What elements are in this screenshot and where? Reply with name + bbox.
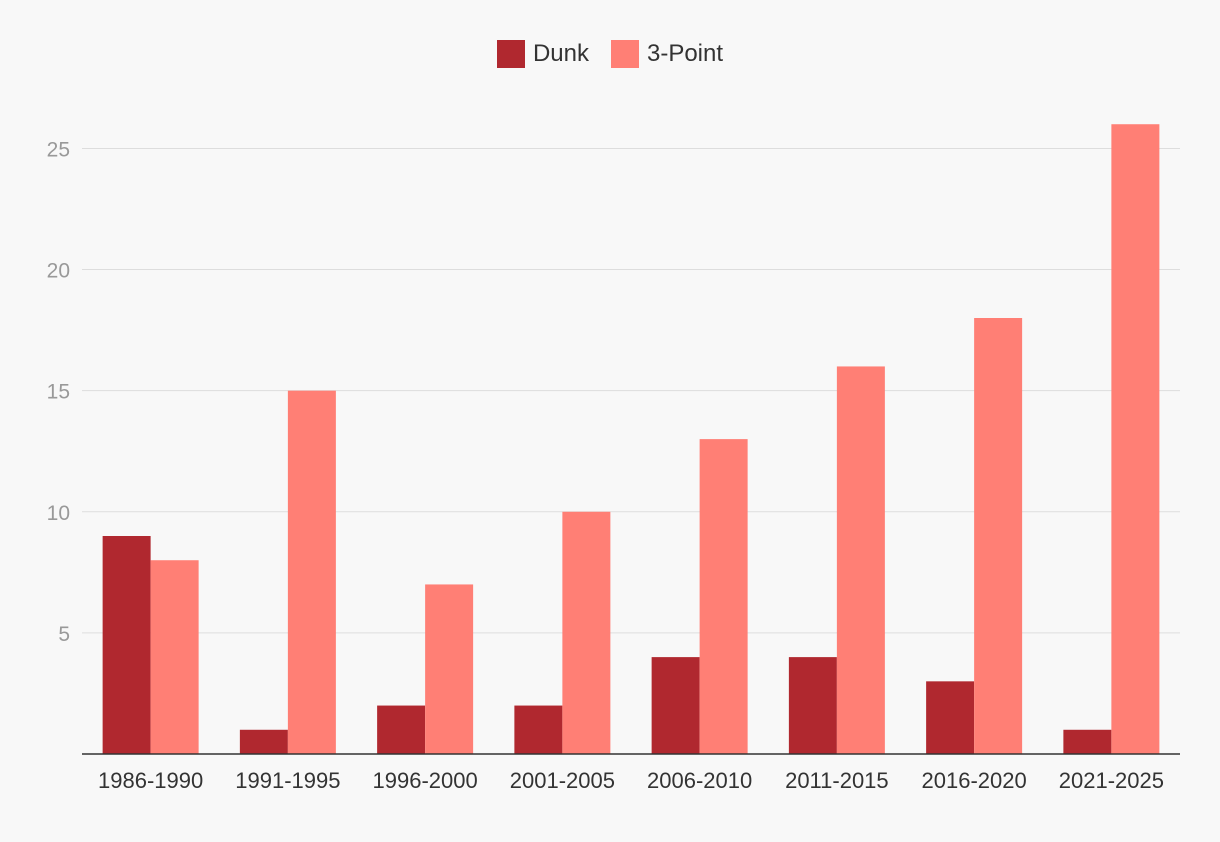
bar-3-point-2016-2020 <box>974 318 1023 754</box>
y-tick-label-20: 20 <box>47 260 70 283</box>
x-tick-label-1991-1995: 1991-1995 <box>235 768 340 793</box>
x-tick-label-2001-2005: 2001-2005 <box>510 768 615 793</box>
x-tick-label-2021-2025: 2021-2025 <box>1059 768 1164 793</box>
bar-3-point-2001-2005 <box>562 511 611 754</box>
y-tick-label-25: 25 <box>47 138 70 161</box>
bar-dunk-1986-1990 <box>102 536 151 754</box>
legend-swatch-3-point <box>610 40 639 68</box>
x-tick-label-2011-2015: 2011-2015 <box>785 768 889 793</box>
bar-3-point-1986-1990 <box>150 560 199 754</box>
legend-item-dunk: Dunk <box>496 40 589 68</box>
legend-item-3-point: 3-Point <box>610 40 724 68</box>
y-tick-label-15: 15 <box>47 381 70 404</box>
bar-3-point-1991-1995 <box>287 390 336 754</box>
bar-3-point-2011-2015 <box>836 366 885 754</box>
bar-3-point-1996-2000 <box>425 584 474 754</box>
bar-dunk-1996-2000 <box>377 705 426 754</box>
legend-label-dunk: Dunk <box>532 40 589 67</box>
bar-dunk-2001-2005 <box>514 705 563 754</box>
x-tick-label-2006-2010: 2006-2010 <box>647 768 752 793</box>
bar-3-point-2006-2010 <box>699 439 748 754</box>
x-tick-label-1986-1990: 1986-1990 <box>98 768 203 793</box>
bar-dunk-1991-1995 <box>239 729 288 754</box>
bar-dunk-2006-2010 <box>651 657 700 754</box>
legend-label-3-point: 3-Point <box>646 40 724 67</box>
bar-dunk-2011-2015 <box>788 657 837 754</box>
y-tick-label-10: 10 <box>47 502 70 525</box>
y-tick-label-5: 5 <box>58 623 70 646</box>
bar-dunk-2021-2025 <box>1063 729 1112 754</box>
x-tick-label-1996-2000: 1996-2000 <box>373 768 478 793</box>
legend: Dunk 3-Point <box>0 40 1220 68</box>
bar-dunk-2016-2020 <box>926 681 975 754</box>
x-tick-label-2016-2020: 2016-2020 <box>922 768 1027 793</box>
bar-3-point-2021-2025 <box>1111 124 1160 754</box>
legend-swatch-dunk <box>496 40 525 68</box>
